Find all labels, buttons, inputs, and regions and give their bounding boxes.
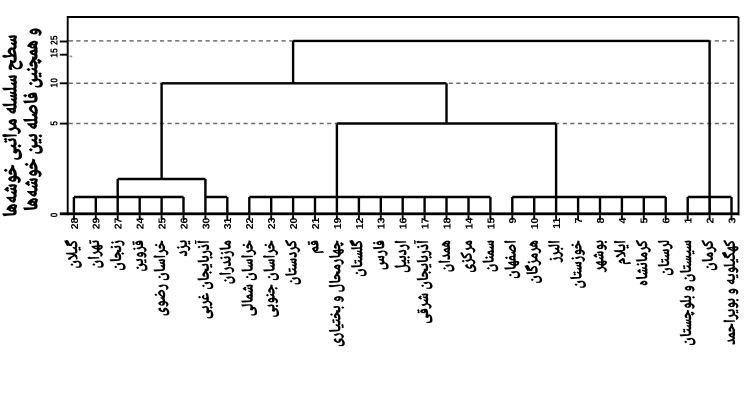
svg-text:22: 22 xyxy=(244,217,256,229)
svg-text:0: 0 xyxy=(49,213,61,218)
svg-text:11: 11 xyxy=(551,217,563,228)
svg-text:20: 20 xyxy=(288,217,300,229)
svg-text:28: 28 xyxy=(69,217,81,229)
svg-text:9: 9 xyxy=(507,217,519,223)
svg-text:19: 19 xyxy=(332,217,344,229)
svg-text:14: 14 xyxy=(463,217,475,229)
svg-text:12: 12 xyxy=(354,217,366,229)
svg-text:25: 25 xyxy=(157,217,169,229)
svg-text:25: 25 xyxy=(49,35,61,45)
svg-text:15: 15 xyxy=(49,48,61,58)
svg-text:15: 15 xyxy=(485,217,497,229)
svg-text:2: 2 xyxy=(705,217,717,223)
svg-text:16: 16 xyxy=(398,217,410,229)
svg-text:30: 30 xyxy=(200,217,212,229)
svg-text:24: 24 xyxy=(135,217,147,229)
svg-text:18: 18 xyxy=(441,217,453,229)
svg-text:5: 5 xyxy=(639,217,651,223)
svg-text:1: 1 xyxy=(683,217,695,223)
svg-text:7: 7 xyxy=(573,217,585,223)
svg-text:31: 31 xyxy=(222,217,234,229)
svg-text:23: 23 xyxy=(266,217,278,229)
svg-text:5: 5 xyxy=(49,120,61,125)
svg-text:21: 21 xyxy=(310,217,322,229)
svg-text:26: 26 xyxy=(178,217,190,229)
svg-text:10: 10 xyxy=(49,78,61,88)
svg-text:4: 4 xyxy=(617,217,629,223)
svg-text:6: 6 xyxy=(661,217,673,223)
svg-text:3: 3 xyxy=(726,217,738,223)
svg-text:27: 27 xyxy=(113,217,125,229)
svg-text:17: 17 xyxy=(420,217,432,229)
svg-text:10: 10 xyxy=(529,217,541,229)
svg-text:8: 8 xyxy=(595,217,607,223)
svg-text:29: 29 xyxy=(91,217,103,229)
svg-text:13: 13 xyxy=(376,217,388,229)
